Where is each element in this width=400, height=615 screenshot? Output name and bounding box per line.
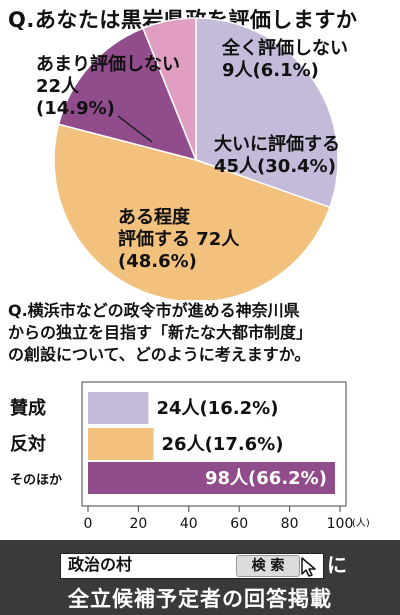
bar-1 — [88, 428, 154, 460]
pie-label-somewhat: ある程度 評価する 72人 (48.6%) — [118, 207, 240, 272]
cursor-arrow-icon — [301, 557, 316, 577]
pie-label-not-at-all: 全く評価しない 9人(6.1%) — [222, 38, 348, 81]
pie-slice-not-at-all — [142, 17, 197, 161]
search-button[interactable]: 検 索 — [236, 555, 300, 577]
bar-question: Q.横浜市などの政令市が進める神奈川県 からの独立を目指す「新たな大都市制度」 … — [8, 301, 313, 364]
banner-caption: 全立候補予定者の回答掲載 — [68, 587, 332, 611]
bar-chart: 賛成 24人(16.2%) 反対 26人(17.6%) そのほか 98人(66.2%) 0 2… — [10, 381, 370, 532]
bar-value-label: 98人(66.2%) — [205, 468, 327, 489]
x-tick-label: 0 — [84, 516, 93, 532]
pie-slice-highly — [195, 17, 339, 209]
pie-slice-not-much — [57, 27, 198, 162]
pie-label-not-much: あまり評価しない 22人 (14.9%) — [36, 54, 180, 119]
x-axis-unit: (人) — [352, 517, 370, 529]
x-tick-label: 40 — [180, 516, 198, 532]
pie-chart — [53, 17, 339, 300]
x-tick-label: 60 — [230, 516, 248, 532]
pie-label-highly: 大いに評価する 45人(30.4%) — [214, 134, 340, 177]
search-input-text: 政治の村 — [68, 555, 133, 574]
x-tick-label: 20 — [129, 516, 147, 532]
bar-0 — [88, 392, 149, 424]
bar-category-label: そのほか — [10, 473, 62, 488]
x-tick-label: 80 — [281, 516, 299, 532]
bar-2 — [88, 462, 335, 494]
bar-category-label: 賛成 — [10, 397, 46, 419]
x-tick-label: 100 — [327, 516, 354, 532]
bar-value-label: 26人(17.6%) — [162, 434, 284, 455]
search-suffix: に — [327, 553, 347, 577]
bar-category-label: 反対 — [10, 433, 46, 455]
pie-leader-line — [117, 115, 153, 143]
bar-value-label: 24人(16.2%) — [156, 398, 278, 419]
pie-slice-somewhat — [53, 123, 331, 300]
